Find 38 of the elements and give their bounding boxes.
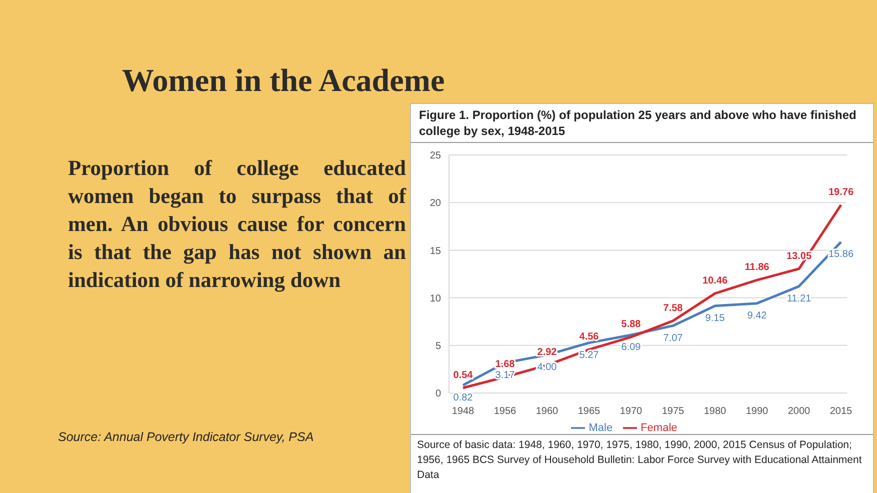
x-tick-label: 1956 (494, 406, 517, 418)
x-tick-label: 1960 (536, 406, 559, 418)
x-tick-label: 2015 (830, 406, 853, 418)
data-label: 5.27 (579, 350, 600, 361)
y-tick-label: 5 (435, 340, 442, 352)
data-label: 0.54 (453, 370, 474, 381)
data-label: 15.86 (828, 249, 854, 260)
data-label: 7.58 (663, 302, 684, 314)
legend-label: Male (588, 422, 613, 434)
x-tick-label: 1990 (746, 406, 769, 418)
data-label: 10.46 (702, 275, 728, 286)
text: Proportion of college educated women began to surpass that of men. An obvious cause for concern is that the gap has not shown an indication of narrowing down (68, 155, 406, 294)
data-label: 5.88 (621, 319, 642, 330)
x-tick-label: 1965 (578, 406, 601, 418)
data-label: 9.42 (747, 310, 768, 322)
y-tick-label: 0 (435, 388, 442, 400)
y-tick-label: 25 (430, 150, 442, 162)
source-note: Source of basic data: 1948, 1960, 1970, 1975, 1980, 1990, 2000, 2015 Census of Population; 1956, 1965 BCS Survey of Household Bulletin: Labor Force Survey with Educational Attainment Data (411, 434, 873, 486)
chart-title: Women in the Academe (122, 62, 445, 99)
x-tick-label: 1970 (620, 406, 643, 418)
data-label: 0.82 (453, 392, 474, 404)
legend-label: Female (640, 422, 678, 434)
data-label: 11.21 (786, 293, 812, 304)
data-label: 6.09 (621, 342, 642, 354)
chart-subtitle: Figure 1. Proportion (%) of population 25 years and above who have finished college by sex, 1948-2015 (411, 104, 873, 143)
data-label: 7.07 (663, 332, 684, 344)
x-tick-label: 2000 (788, 406, 811, 418)
y-tick-label: 10 (430, 293, 442, 304)
x-tick-label: 1980 (704, 406, 727, 418)
source-note: Source: Annual Poverty Indicator Survey, PSA (58, 430, 314, 444)
data-label: 11.86 (744, 262, 770, 274)
x-tick-label: 1975 (662, 406, 685, 418)
y-tick-label: 15 (430, 246, 442, 257)
x-tick-label: 1948 (452, 406, 475, 418)
data-label: 9.15 (705, 312, 726, 324)
data-label: 19.76 (828, 186, 854, 198)
data-label: 4.56 (579, 332, 600, 343)
y-tick-label: 20 (430, 198, 442, 210)
